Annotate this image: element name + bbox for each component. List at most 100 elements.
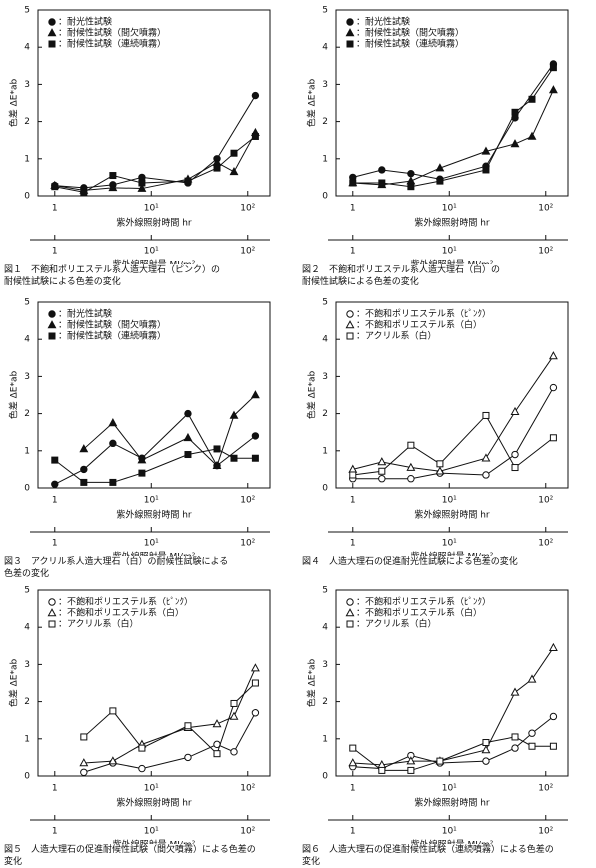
y-axis-label: 色差 ΔE*ab <box>8 658 20 707</box>
point-marker <box>229 410 239 419</box>
x2-tick-label: 1 <box>52 539 58 549</box>
y-tick-label: 5 <box>322 586 328 596</box>
point-marker <box>48 332 56 340</box>
x-tick-label: 10² <box>538 784 553 794</box>
point-marker <box>80 465 88 474</box>
x-tick-label: 10¹ <box>144 784 159 794</box>
y-tick-label: 2 <box>24 697 30 707</box>
point-marker <box>212 719 222 728</box>
point-marker <box>549 434 557 442</box>
y-tick-label: 3 <box>322 660 328 670</box>
legend-label: ：耐光性試験 <box>356 16 410 28</box>
caption-line: 図３ アクリル系人造大理石（白）の耐候性試験による <box>4 557 229 567</box>
point-marker <box>51 456 59 464</box>
point-marker <box>436 757 444 765</box>
chart-panel: 0 1 2 3 4 5 1 10¹ 10² 紫外線照射時間 hr 色差 ΔE*ab 1 10¹ 10² 紫外… <box>0 292 298 580</box>
y-tick-label: 1 <box>322 734 328 744</box>
y-axis-label: 色差 ΔE*ab <box>8 370 20 419</box>
x2-tick-label: 1 <box>350 827 356 837</box>
y-tick-label: 2 <box>24 117 30 127</box>
point-marker <box>51 480 59 488</box>
chart-panel: 0 1 2 3 4 5 1 10¹ 10² 紫外線照射時間 hr 色差 ΔE*ab 1 10¹ 10² 紫外… <box>298 292 596 568</box>
point-marker <box>108 418 118 427</box>
point-marker <box>48 18 56 26</box>
legend-label: ：不飽和ポリエステル系（ﾋﾟﾝｸ） <box>58 596 193 608</box>
x2-tick-label: 10² <box>538 247 553 257</box>
figure-caption: 図５ 人造大理石の促進耐候性試験（間欠噴霧）による色差の 変化 <box>0 844 298 868</box>
point-marker <box>528 95 536 103</box>
chart: 0 1 2 3 4 5 1 10¹ 10² 紫外線照射時間 hr 色差 ΔE*ab 1 10¹ 10² 紫外… <box>8 6 271 264</box>
y-tick-label: 4 <box>24 335 30 345</box>
plot-frame <box>37 589 271 777</box>
point-marker <box>213 164 221 172</box>
chart-panel: 0 1 2 3 4 5 1 10¹ 10² 紫外線照射時間 hr 色差 ΔE*ab 1 10¹ 10² 紫外… <box>0 0 298 288</box>
caption-line: 図５ 人造大理石の促進耐候性試験（間欠噴霧）による色差の <box>4 845 256 855</box>
x2-tick-label: 10² <box>538 539 553 549</box>
x2-tick-label: 1 <box>350 247 356 257</box>
point-marker <box>138 179 146 187</box>
x2-tick-label: 1 <box>52 247 58 257</box>
plot-frame <box>335 9 569 197</box>
y-tick-label: 0 <box>24 192 30 202</box>
x2-tick-label: 10² <box>538 827 553 837</box>
point-marker <box>406 756 416 765</box>
x-tick-label: 1 <box>350 496 356 506</box>
point-marker <box>229 711 239 720</box>
x-tick-label: 10² <box>538 204 553 214</box>
y-tick-label: 0 <box>322 772 328 782</box>
point-marker <box>250 390 260 399</box>
x2-tick-label: 10² <box>240 827 255 837</box>
point-marker <box>47 320 57 329</box>
y-tick-label: 5 <box>322 298 328 308</box>
caption-line: 耐候性試験による色差の変化 <box>302 277 419 287</box>
point-marker <box>511 464 519 472</box>
x2-tick-label: 10¹ <box>442 539 457 549</box>
point-marker <box>138 469 146 477</box>
point-marker <box>549 712 558 721</box>
x-tick-label: 1 <box>52 784 58 794</box>
chart: 0 1 2 3 4 5 1 10¹ 10² 紫外線照射時間 hr 色差 ΔE*ab 1 10¹ 10² 紫外… <box>306 298 569 556</box>
x-tick-label: 1 <box>350 204 356 214</box>
point-marker <box>109 172 117 180</box>
point-marker <box>109 707 117 715</box>
caption-line: 変化 <box>302 857 321 867</box>
point-marker <box>212 460 222 469</box>
y-tick-label: 4 <box>24 623 30 633</box>
plot-frame <box>335 589 569 777</box>
point-marker <box>481 146 491 155</box>
chart: 0 1 2 3 4 5 1 10¹ 10² 紫外線照射時間 hr 色差 ΔE*ab 1 10¹ 10² 紫外… <box>8 586 271 844</box>
point-marker <box>435 466 445 475</box>
legend-label: ：不飽和ポリエステル系（白） <box>58 607 184 619</box>
point-marker <box>80 768 88 776</box>
legend-label: ：耐候性試験（間欠噴霧） <box>58 27 166 39</box>
y-tick-label: 3 <box>24 372 30 382</box>
y-tick-label: 0 <box>24 772 30 782</box>
point-marker <box>80 733 88 741</box>
x-tick-label: 10¹ <box>144 496 159 506</box>
point-marker <box>251 132 259 140</box>
x-tick-label: 10² <box>240 496 255 506</box>
x-tick-label: 1 <box>350 784 356 794</box>
chart-panel: 0 1 2 3 4 5 1 10¹ 10² 紫外線照射時間 hr 色差 ΔE*ab 1 10¹ 10² 紫外… <box>298 580 596 868</box>
legend-label: ：耐候性試験（間欠噴霧） <box>356 27 464 39</box>
chart: 0 1 2 3 4 5 1 10¹ 10² 紫外線照射時間 hr 色差 ΔE*ab 1 10¹ 10² 紫外… <box>306 6 569 264</box>
x2-tick-label: 10¹ <box>442 827 457 837</box>
series-line <box>83 394 256 467</box>
y-tick-label: 4 <box>24 43 30 53</box>
plot-frame <box>335 301 569 489</box>
x2-tick-label: 10¹ <box>144 827 159 837</box>
point-marker <box>511 108 519 116</box>
x2-axis-label: 紫外線照射量 MJ/m² <box>411 839 494 845</box>
legend-label: ：耐光性試験 <box>58 308 112 320</box>
point-marker <box>407 766 415 774</box>
x-tick-label: 10¹ <box>144 204 159 214</box>
chart-panel: 0 1 2 3 4 5 1 10¹ 10² 紫外線照射時間 hr 色差 ΔE*ab 1 10¹ 10² 紫外… <box>298 0 596 288</box>
point-marker <box>251 91 260 100</box>
point-marker <box>213 445 221 453</box>
point-marker <box>48 598 56 606</box>
x-axis-label: 紫外線照射時間 hr <box>414 217 490 229</box>
point-marker <box>481 453 491 462</box>
plot-frame <box>37 301 271 489</box>
point-marker <box>510 139 520 148</box>
